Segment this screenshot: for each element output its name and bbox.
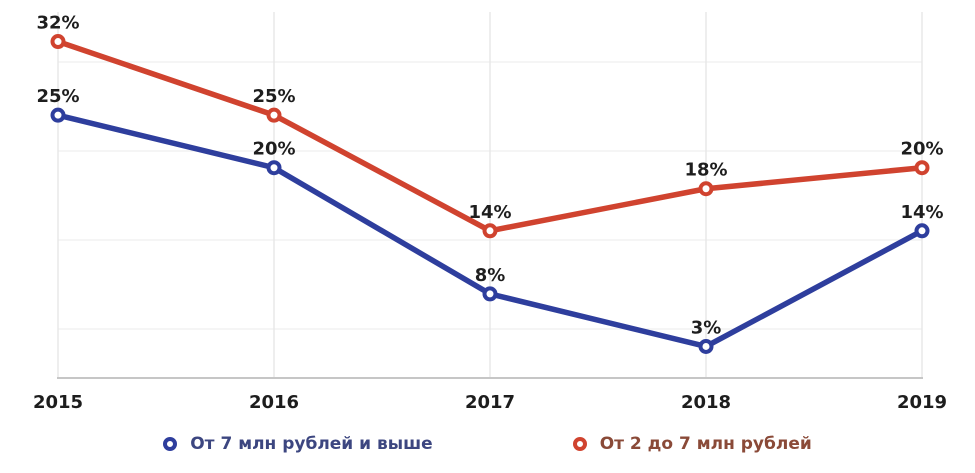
- legend-label-2-to-7m: От 2 до 7 млн рублей: [599, 434, 812, 454]
- data-point-marker: [50, 34, 66, 50]
- legend-item-over-7m: От 7 млн рублей и выше: [163, 434, 433, 454]
- data-point-label: 25%: [36, 86, 79, 107]
- data-point-label: 8%: [475, 265, 506, 286]
- data-point-marker: [698, 181, 714, 197]
- line-chart: 2015 2016 2017 2018 2019 25% 20% 8% 3% 14% 32% 25% 1…: [33, 12, 947, 413]
- data-point-marker: [698, 338, 714, 354]
- chart-legend: От 7 млн рублей и выше От 2 до 7 млн руб…: [0, 434, 975, 454]
- data-point-marker: [914, 223, 930, 239]
- x-axis-tick-label: 2019: [897, 392, 947, 413]
- data-point-marker: [266, 107, 282, 123]
- x-axis-tick-label: 2017: [465, 392, 515, 413]
- data-point-marker: [50, 107, 66, 123]
- data-point-label: 3%: [691, 317, 722, 338]
- x-axis-tick-label: 2018: [681, 392, 731, 413]
- legend-ring-icon-blue: [163, 437, 178, 451]
- legend-ring-icon-red: [572, 437, 587, 451]
- legend-label-over-7m: От 7 млн рублей и выше: [190, 434, 433, 454]
- data-point-label: 14%: [900, 202, 943, 223]
- data-point-label: 32%: [36, 13, 79, 34]
- x-axis-tick-label: 2016: [249, 392, 299, 413]
- data-point-marker: [482, 223, 498, 239]
- data-point-marker: [266, 160, 282, 176]
- data-point-label: 14%: [468, 202, 511, 223]
- legend-item-2-to-7m: От 2 до 7 млн рублей: [572, 434, 812, 454]
- data-point-marker: [482, 286, 498, 302]
- data-point-label: 18%: [684, 160, 727, 181]
- data-point-label: 20%: [900, 139, 943, 160]
- data-point-label: 20%: [252, 139, 295, 160]
- data-point-marker: [914, 160, 930, 176]
- data-point-label: 25%: [252, 86, 295, 107]
- x-axis-tick-label: 2015: [33, 392, 83, 413]
